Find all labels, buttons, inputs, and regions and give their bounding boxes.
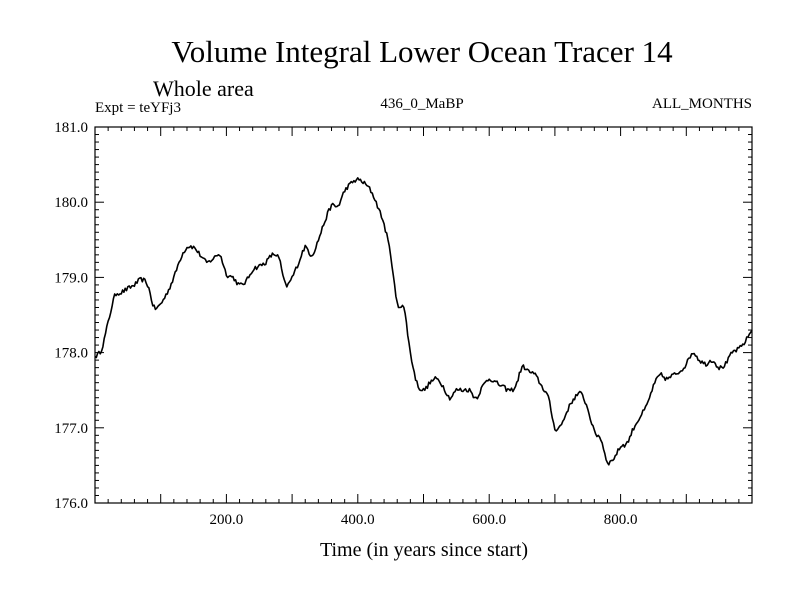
period-label: 436_0_MaBP: [380, 96, 463, 112]
y-tick-label: 181.0: [54, 120, 88, 136]
y-tick-label: 177.0: [54, 421, 88, 437]
x-tick-label: 800.0: [604, 512, 638, 528]
chart-subtitle: Whole area: [153, 76, 254, 101]
data-series-line: [94, 177, 753, 466]
chart-title: Volume Integral Lower Ocean Tracer 14: [171, 34, 673, 69]
x-axis-label: Time (in years since start): [320, 539, 528, 561]
y-tick-label: 179.0: [54, 270, 88, 286]
experiment-label: Expt = teYFj3: [95, 100, 181, 116]
months-label: ALL_MONTHS: [652, 96, 752, 112]
y-tick-label: 178.0: [54, 346, 88, 362]
x-tick-label: 400.0: [341, 512, 375, 528]
y-tick-label: 176.0: [54, 496, 88, 512]
x-tick-label: 200.0: [210, 512, 244, 528]
x-tick-label: 600.0: [472, 512, 506, 528]
plot-frame: [94, 126, 753, 504]
y-tick-label: 180.0: [54, 195, 88, 211]
